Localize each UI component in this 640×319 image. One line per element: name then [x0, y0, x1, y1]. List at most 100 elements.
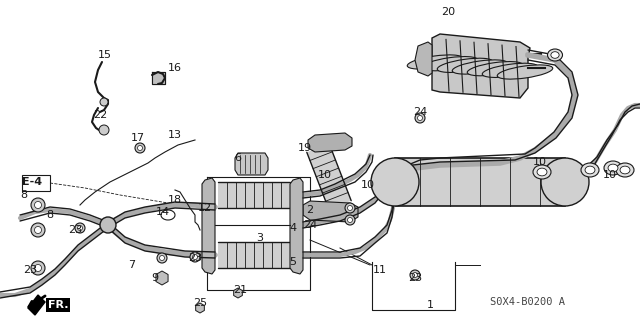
- Text: 23: 23: [23, 265, 37, 275]
- Text: FR.: FR.: [48, 300, 68, 310]
- Circle shape: [31, 198, 45, 212]
- Circle shape: [158, 274, 166, 282]
- Circle shape: [100, 217, 116, 233]
- Ellipse shape: [551, 52, 559, 58]
- Circle shape: [75, 223, 85, 233]
- Circle shape: [138, 145, 143, 151]
- Polygon shape: [307, 144, 351, 209]
- Polygon shape: [28, 295, 45, 315]
- Circle shape: [417, 115, 422, 121]
- Circle shape: [345, 215, 355, 225]
- Text: 19: 19: [298, 143, 312, 153]
- Ellipse shape: [608, 164, 618, 172]
- Polygon shape: [196, 303, 204, 313]
- Text: S0X4-B0200 A: S0X4-B0200 A: [490, 297, 565, 307]
- Ellipse shape: [483, 63, 538, 78]
- Ellipse shape: [533, 165, 551, 179]
- Ellipse shape: [497, 65, 553, 79]
- Circle shape: [413, 272, 417, 278]
- Polygon shape: [218, 182, 290, 208]
- Text: 10: 10: [533, 157, 547, 167]
- Ellipse shape: [407, 55, 463, 69]
- Circle shape: [31, 261, 45, 275]
- Text: 3: 3: [257, 233, 264, 243]
- Circle shape: [159, 256, 164, 261]
- Text: 5: 5: [289, 257, 296, 267]
- Ellipse shape: [585, 166, 595, 174]
- Polygon shape: [152, 72, 165, 84]
- Polygon shape: [395, 158, 565, 206]
- Circle shape: [415, 113, 425, 123]
- Circle shape: [236, 290, 241, 296]
- Circle shape: [100, 98, 108, 106]
- Circle shape: [197, 305, 203, 311]
- Polygon shape: [308, 133, 352, 152]
- Polygon shape: [432, 34, 530, 98]
- Circle shape: [193, 255, 198, 259]
- Text: E-4: E-4: [22, 177, 42, 187]
- Ellipse shape: [467, 62, 523, 76]
- Text: 25: 25: [193, 298, 207, 308]
- Circle shape: [371, 158, 419, 206]
- Text: 16: 16: [168, 63, 182, 73]
- Circle shape: [410, 270, 420, 280]
- Ellipse shape: [537, 168, 547, 176]
- Ellipse shape: [620, 166, 630, 174]
- Text: 21: 21: [233, 285, 247, 295]
- Text: 10: 10: [318, 170, 332, 180]
- Circle shape: [77, 226, 83, 231]
- Ellipse shape: [547, 49, 563, 61]
- Text: 10: 10: [361, 180, 375, 190]
- Polygon shape: [218, 242, 290, 268]
- Ellipse shape: [581, 163, 599, 177]
- Circle shape: [157, 253, 167, 263]
- Text: 2: 2: [307, 205, 314, 215]
- Ellipse shape: [616, 163, 634, 177]
- Ellipse shape: [422, 56, 477, 71]
- Circle shape: [31, 223, 45, 237]
- Ellipse shape: [437, 58, 493, 72]
- Text: 1: 1: [426, 300, 433, 310]
- Circle shape: [345, 203, 355, 213]
- Polygon shape: [235, 153, 268, 175]
- Circle shape: [541, 158, 589, 206]
- Text: 7: 7: [129, 260, 136, 270]
- Polygon shape: [415, 42, 432, 76]
- Polygon shape: [234, 288, 243, 298]
- Text: 8: 8: [47, 210, 54, 220]
- Circle shape: [190, 252, 200, 262]
- Circle shape: [99, 125, 109, 135]
- Text: 13: 13: [168, 130, 182, 140]
- Text: 14: 14: [156, 207, 170, 217]
- Text: 22: 22: [93, 110, 107, 120]
- Text: 8: 8: [20, 190, 28, 200]
- Polygon shape: [202, 178, 215, 274]
- Text: 15: 15: [98, 50, 112, 60]
- Polygon shape: [303, 201, 358, 222]
- Text: 10: 10: [603, 170, 617, 180]
- Text: FR.: FR.: [45, 300, 65, 310]
- Circle shape: [348, 205, 353, 211]
- Text: 4: 4: [289, 223, 296, 233]
- Circle shape: [35, 226, 42, 234]
- Text: 23: 23: [68, 225, 82, 235]
- Circle shape: [348, 218, 353, 222]
- Text: 6: 6: [234, 153, 241, 163]
- Text: 23: 23: [408, 273, 422, 283]
- Text: 11: 11: [373, 265, 387, 275]
- Text: 24: 24: [413, 107, 427, 117]
- Ellipse shape: [452, 60, 508, 74]
- Circle shape: [35, 202, 42, 209]
- Circle shape: [135, 143, 145, 153]
- Circle shape: [35, 264, 42, 271]
- Polygon shape: [156, 271, 168, 285]
- Text: 23: 23: [188, 253, 202, 263]
- Text: 17: 17: [131, 133, 145, 143]
- Text: 12: 12: [198, 203, 212, 213]
- Ellipse shape: [604, 161, 622, 175]
- Polygon shape: [290, 178, 303, 274]
- Bar: [22, 175, 50, 191]
- Text: 20: 20: [441, 7, 455, 17]
- Text: 9: 9: [152, 273, 159, 283]
- Text: 18: 18: [168, 195, 182, 205]
